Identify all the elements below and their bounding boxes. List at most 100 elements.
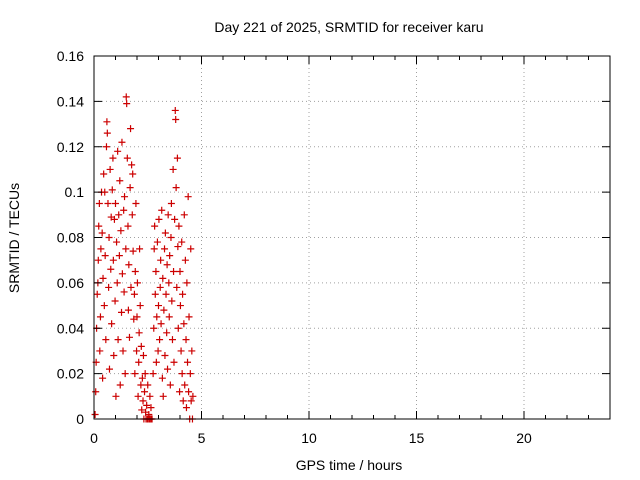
data-point [181,381,189,389]
data-point [154,347,162,355]
data-point [168,297,176,305]
data-point [115,211,123,219]
data-point [98,229,106,237]
data-point [117,227,125,235]
y-tick-labels: 0 0.02 0.04 0.06 0.08 0.1 0.12 0.14 0.16 [57,48,84,427]
data-point [158,374,166,382]
data-point [95,222,103,230]
data-point [158,206,166,214]
data-point [112,199,119,207]
data-point [171,215,179,223]
data-point [164,211,172,219]
data-point [147,404,155,412]
data-point [145,410,153,418]
data-point [160,306,168,314]
data-point [108,320,116,328]
data-point [176,388,184,396]
data-point [128,211,136,219]
data-point [141,370,149,378]
data-point [146,392,154,400]
data-point [182,336,190,344]
data-point [182,404,190,412]
data-point [171,106,179,114]
data-point [96,347,104,355]
data-point [129,247,137,255]
y-tick-label: 0.06 [57,275,84,291]
data-point [125,333,133,341]
data-point [102,143,110,151]
data-point [123,100,131,108]
data-point [162,290,170,298]
data-point [110,215,118,223]
data-point [179,397,187,405]
data-point [134,392,142,400]
y-tick-label: 0.04 [57,320,84,336]
data-point [103,118,111,126]
data-point [135,329,143,337]
y-tick-label: 0.14 [57,93,84,109]
data-point [137,381,145,389]
data-point [139,351,147,359]
data-point [129,170,137,178]
data-point [151,222,159,230]
data-point [170,358,178,366]
data-point [126,184,134,192]
data-point [123,154,131,162]
data-point [104,199,112,207]
data-point [184,358,192,366]
data-point [95,199,103,207]
data-point [152,268,160,276]
data-point [127,283,135,291]
data-point [187,397,195,405]
data-point [114,336,122,344]
data-point [161,245,169,253]
data-point [116,381,124,389]
data-point [178,370,186,378]
data-point [138,374,146,382]
data-point [173,154,181,162]
axis-ticks [93,55,610,420]
data-point [144,381,152,389]
data-point [167,199,175,207]
data-point [118,308,126,316]
data-point [156,283,164,291]
data-point [159,274,167,282]
data-point [105,365,113,373]
data-point [97,245,105,253]
data-point [186,370,194,378]
data-point [133,313,141,321]
data-point [185,388,193,396]
data-point [118,270,126,278]
data-point [91,410,99,418]
data-point [150,245,158,253]
chart-title: Day 221 of 2025, SRMTID for receiver kar… [214,19,483,35]
data-point [139,397,147,405]
data-point [176,268,184,276]
data-point [106,165,114,173]
data-point [159,392,167,400]
data-point [115,252,123,260]
data-point [168,336,176,344]
data-point [111,297,119,305]
x-axis-label: GPS time / hours [296,457,403,473]
data-point [172,116,180,124]
data-point [92,388,100,396]
data-points [91,93,197,423]
data-point [96,313,104,321]
data-point [141,388,149,396]
data-point [136,245,144,253]
data-point [174,324,182,332]
y-tick-label: 0.12 [57,139,84,155]
data-point [169,165,177,173]
y-tick-label: 0.02 [57,366,84,382]
data-point [165,313,173,321]
data-point [108,186,116,194]
data-point [105,234,113,241]
data-point [184,193,192,201]
y-tick-label: 0 [76,411,84,427]
data-point [127,125,135,133]
data-point [130,290,138,298]
data-point [124,222,132,230]
x-tick-label: 0 [90,430,98,446]
data-point [161,229,169,237]
